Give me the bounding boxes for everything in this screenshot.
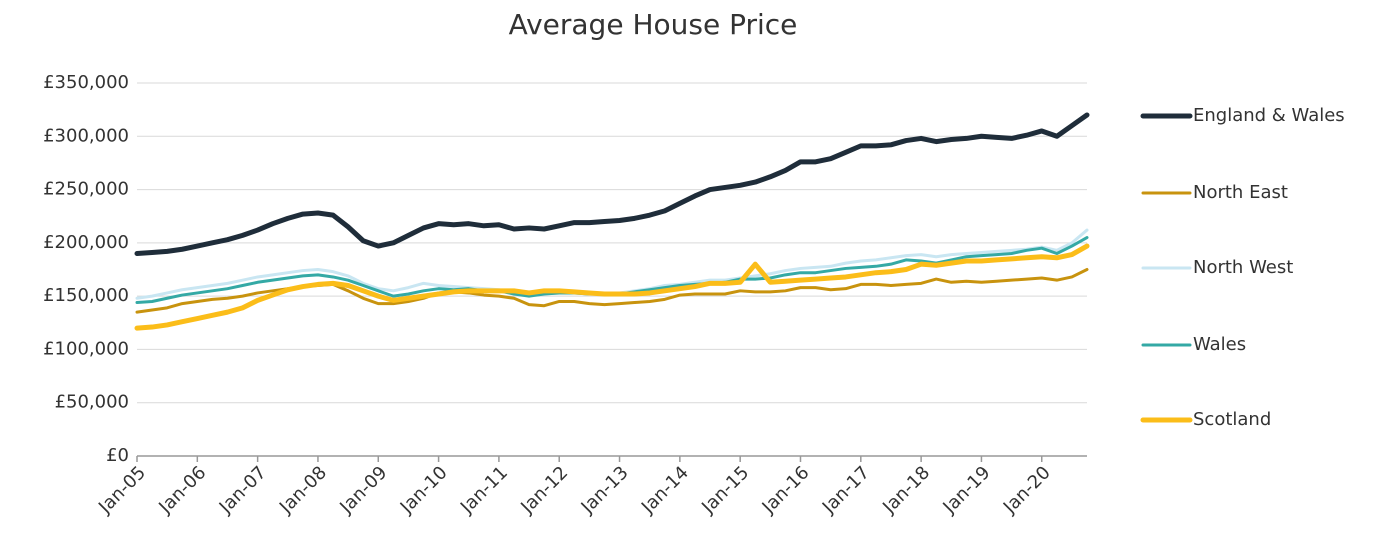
chart-title: Average House Price (509, 8, 798, 41)
y-tick-label: £100,000 (43, 338, 129, 359)
legend-label: Scotland (1193, 409, 1271, 430)
y-tick-label: £200,000 (43, 232, 129, 253)
x-tick-label: Jan-10 (396, 462, 452, 518)
y-tick-label: £0 (106, 445, 129, 466)
legend-label: North West (1193, 257, 1293, 278)
legend-label: England & Wales (1193, 105, 1345, 126)
x-tick-label: Jan-19 (939, 462, 995, 518)
series-line (134, 112, 1090, 257)
y-tick-label: £150,000 (43, 285, 129, 306)
x-tick-label: Jan-07 (215, 462, 271, 518)
x-tick-label: Jan-05 (94, 462, 150, 518)
x-tick-label: Jan-15 (697, 462, 753, 518)
x-tick-label: Jan-14 (637, 462, 693, 518)
x-tick-label: Jan-09 (335, 462, 391, 518)
series-line (134, 243, 1090, 331)
y-tick-label: £250,000 (43, 179, 129, 200)
y-tick-label: £350,000 (43, 72, 129, 93)
x-tick-label: Jan-20 (999, 462, 1055, 518)
x-tick-label: Jan-17 (818, 462, 874, 518)
legend-label: North East (1193, 182, 1288, 203)
x-tick-label: Jan-11 (456, 462, 512, 518)
y-tick-label: £50,000 (55, 392, 129, 413)
x-tick-label: Jan-13 (577, 462, 633, 518)
x-tick-label: Jan-06 (154, 462, 210, 518)
x-tick-label: Jan-18 (878, 462, 934, 518)
y-tick-label: £300,000 (43, 125, 129, 146)
x-tick-label: Jan-12 (516, 462, 572, 518)
legend-label: Wales (1193, 334, 1246, 355)
x-tick-label: Jan-16 (758, 462, 814, 518)
x-tick-label: Jan-08 (275, 462, 331, 518)
